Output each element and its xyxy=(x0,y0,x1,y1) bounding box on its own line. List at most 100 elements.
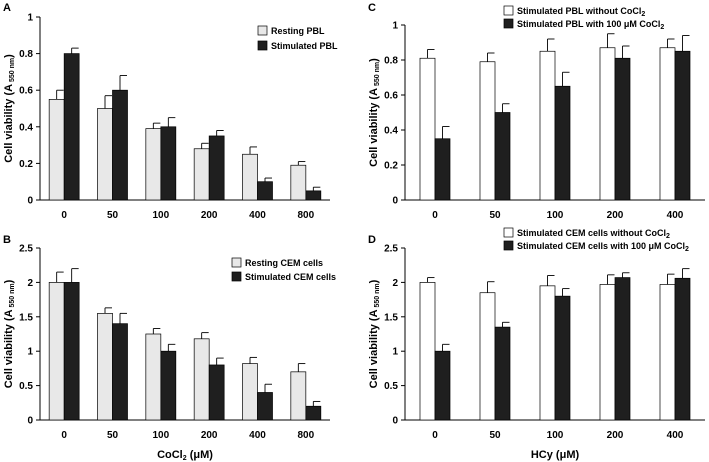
bar-a-series1-cat4 xyxy=(257,181,273,201)
bar-c-series0-cat3 xyxy=(599,47,616,201)
x-tick-label: 400 xyxy=(249,430,266,441)
y-tick-label: 0.8 xyxy=(384,56,398,67)
legend-entry: Stimulated CEM cells xyxy=(245,272,336,282)
x-tick-label: 800 xyxy=(297,210,314,221)
legend: Stimulated CEM cells without CoCl2Stimul… xyxy=(503,227,689,253)
y-tick-label: 0 xyxy=(392,196,398,207)
bar-b-series0-cat2 xyxy=(145,333,162,421)
bar-b-series1-cat3 xyxy=(208,364,225,421)
y-axis-label: Cell viability (A 550 nm) xyxy=(3,279,16,388)
bar-c-series0-cat2 xyxy=(539,50,556,201)
y-axis-label: Cell viability (A 550 nm) xyxy=(368,58,381,167)
panel-c: C 0 0.2 0.4 0.6 0.8 1 Cell viability (A 550 nm)… xyxy=(368,2,705,221)
bar-b-series0-cat0 xyxy=(48,282,65,421)
bar-d-series1-cat1 xyxy=(494,326,511,421)
bar-a-series1-cat1 xyxy=(112,89,128,201)
y-tick-label: 0.8 xyxy=(19,49,33,60)
x-tick-label: 0 xyxy=(432,430,438,441)
y-tick-label: 1 xyxy=(27,13,33,24)
y-tick-label: 2 xyxy=(27,278,33,289)
x-tick-label: 800 xyxy=(297,430,314,441)
x-tick-label: 50 xyxy=(489,210,501,221)
bar-c-series0-cat4 xyxy=(659,47,676,201)
x-axis-label: HCy (μM) xyxy=(531,449,580,461)
bar-d-series1-cat0 xyxy=(434,350,451,421)
y-tick-label: 1.5 xyxy=(19,312,33,323)
legend-entry: Stimulated PBL with 100 μM CoCl2 xyxy=(517,19,664,31)
bar-c-series0-cat0 xyxy=(419,57,436,201)
x-tick-label: 100 xyxy=(547,210,564,221)
legend-entry: Stimulated PBL without CoCl2 xyxy=(517,6,645,18)
legend-swatch xyxy=(231,257,242,268)
x-tick-label: 0 xyxy=(61,210,67,221)
x-tick-label: 50 xyxy=(107,210,119,221)
y-tick-label: 2.5 xyxy=(384,244,398,255)
y-tick-label: 0.4 xyxy=(384,126,398,137)
y-tick-label: 0.6 xyxy=(384,91,398,102)
y-axis-label: Cell viability (A 550 nm) xyxy=(368,279,381,388)
bar-a-series1-cat5 xyxy=(305,190,322,201)
y-tick-label: 0.2 xyxy=(384,161,398,172)
y-tick-label: 1 xyxy=(27,347,33,358)
bar-a-series1-cat0 xyxy=(63,53,80,201)
x-tick-label: 400 xyxy=(667,430,684,441)
bar-a-series0-cat1 xyxy=(97,108,113,201)
y-tick-label: 1 xyxy=(392,21,398,32)
bar-d-series1-cat4 xyxy=(674,277,691,421)
x-tick-label: 400 xyxy=(249,210,266,221)
x-tick-label: 100 xyxy=(152,210,169,221)
bar-b-series1-cat1 xyxy=(112,323,128,421)
x-tick-label: 50 xyxy=(489,430,501,441)
legend-entry: Resting PBL xyxy=(271,26,325,36)
y-tick-label: 2 xyxy=(392,278,398,289)
bar-b-series1-cat2 xyxy=(160,350,177,421)
bar-b-series1-cat4 xyxy=(257,392,273,421)
bar-a-series0-cat5 xyxy=(290,164,307,201)
bar-c-series1-cat3 xyxy=(614,57,631,201)
panel-b: B 0 0.5 1 1.5 2 2.5 Cell viability (A 550 nm) 0 5… xyxy=(3,234,336,462)
y-tick-label: 1 xyxy=(392,347,398,358)
y-tick-label: 0 xyxy=(27,196,33,207)
bar-c-series1-cat0 xyxy=(434,138,451,201)
x-tick-label: 400 xyxy=(667,210,684,221)
legend-swatch xyxy=(503,240,514,251)
x-tick-label: 200 xyxy=(201,430,218,441)
bar-a-series1-cat3 xyxy=(208,135,225,201)
legend-swatch xyxy=(257,40,268,51)
legend-swatch xyxy=(503,5,514,16)
legend-entry: Stimulated CEM cells without CoCl2 xyxy=(517,228,670,240)
legend-entry: Resting CEM cells xyxy=(245,258,323,268)
panel-label: A xyxy=(3,2,11,14)
bar-a-series1-cat2 xyxy=(160,126,177,201)
bar-b-series0-cat5 xyxy=(290,371,307,421)
panel-label: B xyxy=(3,234,11,246)
legend-swatch xyxy=(231,271,242,282)
bar-b-series0-cat3 xyxy=(193,338,210,421)
y-axis-label: Cell viability (A 550 nm) xyxy=(3,54,16,163)
bar-d-series0-cat0 xyxy=(419,282,436,421)
legend-swatch xyxy=(257,25,268,36)
legend-swatch xyxy=(503,227,514,238)
panel-label: D xyxy=(368,234,376,246)
bar-b-series0-cat4 xyxy=(242,363,258,421)
bar-a-series0-cat3 xyxy=(193,148,210,201)
bar-c-series1-cat4 xyxy=(674,50,691,201)
panel-a: A 0 0.2 0.4 0.6 0.8 1 Cell viability (A 550 nm)… xyxy=(3,2,338,221)
bar-c-series1-cat2 xyxy=(554,85,571,201)
y-tick-label: 0 xyxy=(27,416,33,427)
legend: Resting CEM cells Stimulated CEM cells xyxy=(231,257,336,282)
x-tick-label: 200 xyxy=(607,430,624,441)
x-tick-label: 50 xyxy=(107,430,119,441)
legend-swatch xyxy=(503,18,514,29)
y-tick-label: 0.5 xyxy=(384,381,398,392)
bar-d-series1-cat3 xyxy=(614,277,631,421)
bar-a-series0-cat2 xyxy=(145,128,162,201)
bar-c-series0-cat1 xyxy=(479,61,496,201)
y-tick-label: 0 xyxy=(392,416,398,427)
y-tick-label: 0.6 xyxy=(19,86,33,97)
x-tick-label: 100 xyxy=(152,430,169,441)
y-tick-label: 0.4 xyxy=(19,122,33,133)
bar-b-series1-cat5 xyxy=(305,405,322,421)
